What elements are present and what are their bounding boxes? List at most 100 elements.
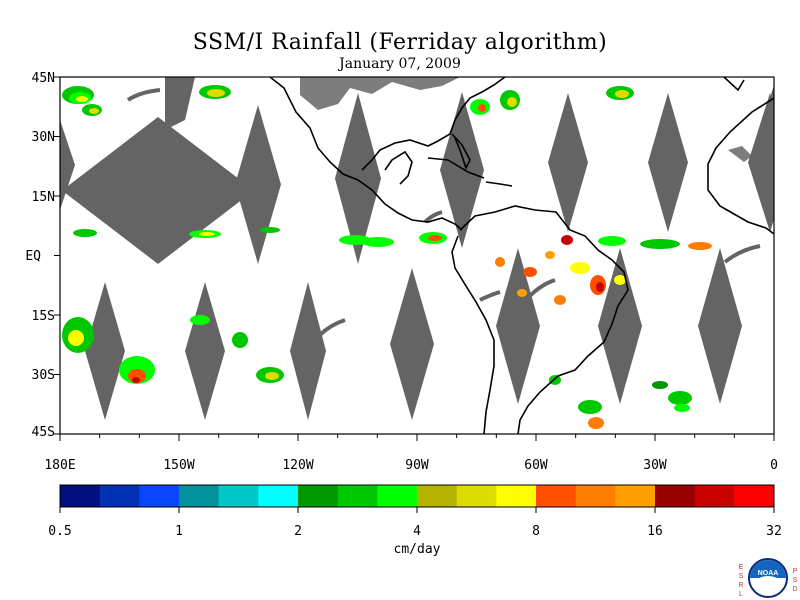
colorbar-segment [337,485,378,507]
rain-patch [478,104,486,112]
logo-letter: P [793,568,798,575]
logo-letter: E [739,564,744,571]
land-patch [728,146,752,162]
rain-patch [614,275,626,285]
rain-patch [578,400,602,414]
rain-patch [265,372,279,380]
noaa-logo-text: NOAA [758,570,779,577]
colorbar-segment [139,485,180,507]
logo-letter: D [792,586,797,593]
rain-patch [495,257,505,267]
rain-patch [598,236,626,246]
rain-patch [73,229,97,237]
colorbar-segment [298,485,339,507]
swath-edge [526,278,556,300]
coast-hispaniola [485,181,513,187]
rainfall-field [62,85,712,429]
rain-patch [207,89,225,97]
rain-patch [549,375,561,385]
logo-letter: S [739,573,744,580]
colorbar-segment [734,485,775,507]
colorbar-tick-label: 32 [766,524,782,539]
colorbar-segment [218,485,259,507]
swath-edge [126,88,161,102]
rain-patch [132,377,140,383]
rain-patch [596,282,604,292]
swath-gap [598,248,642,404]
rain-patch [652,381,668,389]
colorbar-tick-label: 2 [294,524,302,539]
rain-patch [523,267,537,277]
lon-label: 180E [44,458,75,473]
colorbar-segment [377,485,418,507]
lat-label: EQ [25,249,41,264]
rain-patch [507,97,517,107]
swath-gap [62,117,254,264]
rain-patch [668,391,692,405]
coast-cuba [427,157,485,179]
coast-africa [707,97,774,235]
colorbar-segment [496,485,537,507]
swath-edge [723,244,761,264]
coast-south-america-west [451,235,495,434]
colorbar-segment [258,485,299,507]
colorbar-segment [417,485,458,507]
map-title: SSM/I Rainfall (Ferriday algorithm) [192,30,608,55]
colorbar [60,485,775,507]
colorbar-tick-label: 1 [175,524,183,539]
swath-gap [290,282,326,420]
lon-label: 150W [163,458,194,473]
colorbar-segment [694,485,735,507]
colorbar-segment [456,485,497,507]
rain-patch [615,90,629,98]
rain-patch [260,227,280,233]
colorbar-tick-label: 16 [647,524,663,539]
rain-patch [640,239,680,249]
lon-label: 60W [524,458,548,473]
colorbar-segment [60,485,101,507]
coast-north-america [269,77,463,231]
logo-letter: R [738,582,743,589]
lat-label: 30N [32,130,55,145]
land-shading [300,77,752,162]
lat-label: 30S [32,368,55,383]
swath-gap [440,92,484,248]
rain-patch [190,315,210,325]
coast-greenland [723,77,745,92]
swath-gap [235,105,281,264]
rain-patch [89,108,99,114]
swath-gap [648,93,688,232]
colorbar-tick-label: 0.5 [48,524,71,539]
lat-label: 15S [32,309,55,324]
coast-gulf [361,77,506,171]
colorbar-tick-label: 4 [413,524,421,539]
swath-gap [760,85,774,175]
colorbar-ticks [59,507,775,513]
swath-edge [479,290,501,302]
colorbar-segment [615,485,656,507]
lon-label: 30W [643,458,667,473]
rain-patch [570,262,590,274]
rain-patch [688,242,712,250]
swath-gap [85,282,125,420]
lon-label: 90W [405,458,429,473]
swath-gap [165,77,195,130]
logo-letter: S [793,577,798,584]
coast-florida [451,133,471,171]
rain-patch [554,295,566,305]
map-ticks [54,76,775,441]
lat-label: 45S [32,425,55,440]
swath-edge [318,318,346,337]
swath-gap [335,93,381,264]
land-patch [300,77,460,110]
rain-patch [588,417,604,429]
colorbar-segment [179,485,220,507]
swath-gap [698,248,742,404]
swath-gap [185,282,225,420]
colorbar-segment [655,485,696,507]
lat-label: 45N [32,71,55,86]
swath-gap [548,93,588,232]
lat-label: 15N [32,190,55,205]
colorbar-segment [99,485,140,507]
